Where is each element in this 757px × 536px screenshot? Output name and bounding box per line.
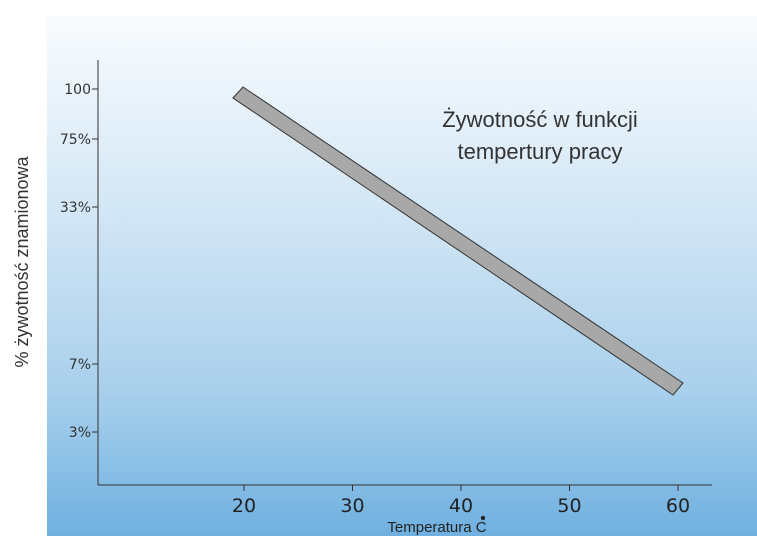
- y-tick-label: 7%: [69, 357, 91, 373]
- y-tick-label: 3%: [69, 425, 91, 441]
- lifetime-band: [232, 86, 684, 396]
- chart-background: [47, 16, 757, 536]
- chart-title-line-1: Żywotność w funkcji: [442, 107, 638, 132]
- x-tick-label: 50: [557, 495, 581, 517]
- x-tick-label: 40: [449, 495, 473, 517]
- degree-dot: [480, 515, 486, 521]
- chart-title-line-2: tempertury pracy: [457, 139, 622, 164]
- y-axis-title: % żywotność znamionowa: [12, 155, 32, 367]
- y-ticks: 100 75% 33% 7% 3%: [60, 82, 98, 441]
- x-axis-title: Temperatura C: [387, 519, 486, 536]
- x-tick-label: 60: [666, 495, 690, 517]
- y-tick-label: 75%: [60, 132, 91, 148]
- y-tick-label: 33%: [60, 200, 91, 216]
- x-ticks: 20 30 40 50 60: [232, 485, 690, 517]
- x-tick-label: 20: [232, 495, 256, 517]
- x-tick-label: 30: [340, 495, 364, 517]
- y-tick-label: 100: [64, 82, 91, 98]
